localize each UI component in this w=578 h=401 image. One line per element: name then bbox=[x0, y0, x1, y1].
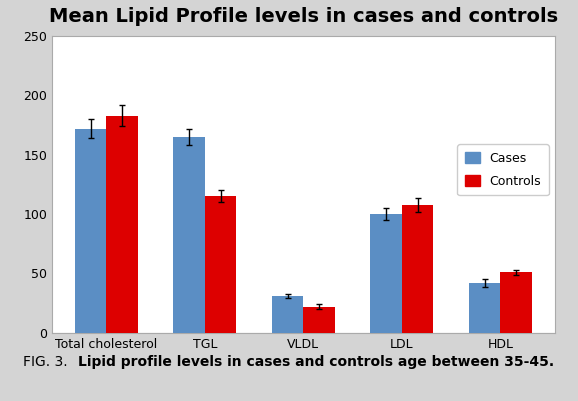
Title: Mean Lipid Profile levels in cases and controls: Mean Lipid Profile levels in cases and c… bbox=[49, 7, 558, 26]
Bar bbox=[370, 214, 402, 333]
Bar bbox=[272, 296, 303, 333]
Text: Lipid profile levels in cases and controls age between 35-45.: Lipid profile levels in cases and contro… bbox=[78, 355, 554, 369]
Bar bbox=[205, 196, 236, 333]
Bar bbox=[501, 272, 532, 333]
Bar bbox=[469, 283, 501, 333]
Bar bbox=[402, 205, 434, 333]
Bar bbox=[173, 137, 205, 333]
Bar bbox=[75, 129, 106, 333]
Bar bbox=[106, 115, 138, 333]
Text: FIG. 3.: FIG. 3. bbox=[23, 355, 72, 369]
Legend: Cases, Controls: Cases, Controls bbox=[457, 144, 549, 195]
Bar bbox=[303, 307, 335, 333]
